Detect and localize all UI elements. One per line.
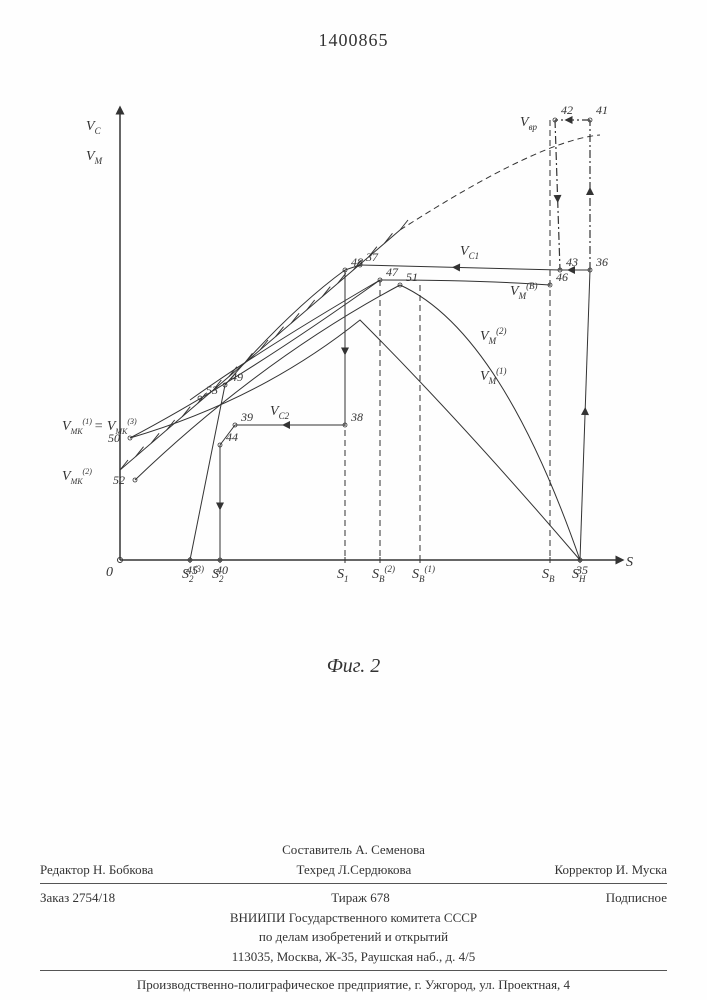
footer-compiler: Составитель А. Семенова [40,840,667,860]
svg-text:SВ(1): SВ(1) [412,564,435,584]
svg-text:43: 43 [566,255,578,269]
svg-text:36: 36 [595,255,608,269]
svg-text:52: 52 [113,473,125,487]
svg-text:39: 39 [240,410,253,424]
footer-org1: ВНИИПИ Государственного комитета СССР [40,908,667,928]
svg-text:49: 49 [231,370,243,384]
footer-editor: Редактор Н. Бобкова [40,860,153,880]
footer-subscription: Подписное [606,888,667,908]
svg-text:VC: VC [86,119,102,136]
footer-block: Составитель А. Семенова Редактор Н. Бобк… [40,840,667,995]
svg-text:VМ(2): VМ(2) [480,326,507,346]
svg-text:44: 44 [226,430,238,444]
svg-text:SВ: SВ [542,567,555,584]
svg-text:0: 0 [106,565,113,580]
svg-text:53: 53 [206,383,218,397]
svg-text:48: 48 [351,255,363,269]
patent-number: 1400865 [0,30,707,51]
footer-tehred: Техред Л.Сердюкова [297,860,412,880]
svg-text:47: 47 [386,265,399,279]
figure-caption: Фиг. 2 [0,655,707,678]
svg-text:Vвр: Vвр [520,115,537,132]
footer-order: Заказ 2754/18 [40,888,115,908]
svg-text:38: 38 [350,410,363,424]
svg-text:VC2: VC2 [270,404,290,421]
svg-text:VМ: VМ [86,149,103,166]
footer-org2: по делам изобретений и открытий [40,927,667,947]
svg-text:VC1: VC1 [460,244,479,261]
svg-text:51: 51 [406,270,418,284]
svg-text:42: 42 [561,103,573,117]
svg-text:VМК(2): VМК(2) [62,467,92,486]
svg-text:VМ(1): VМ(1) [480,366,507,386]
svg-text:37: 37 [365,250,379,264]
svg-text:S: S [626,555,633,570]
svg-text:41: 41 [596,103,608,117]
svg-text:46: 46 [556,270,568,284]
svg-text:VМ(В): VМ(В) [510,281,538,301]
footer-address1: 113035, Москва, Ж-35, Раушская наб., д. … [40,947,667,967]
svg-text:SВ(2): SВ(2) [372,564,395,584]
footer-printer: Производственно-полиграфическое предприя… [40,975,667,995]
footer-corrector: Корректор И. Муска [555,860,667,880]
svg-text:S2(3): S2(3) [182,564,204,584]
page-root: 1400865 35363738394041424344454647484950… [0,0,707,1000]
svg-text:S1: S1 [337,567,349,584]
footer-tirage: Тираж 678 [331,888,390,908]
svg-text:VМК(1)= VМК(3): VМК(1)= VМК(3) [62,417,137,436]
figure-2: 353637383940414243444546474849505152530S… [60,80,650,650]
